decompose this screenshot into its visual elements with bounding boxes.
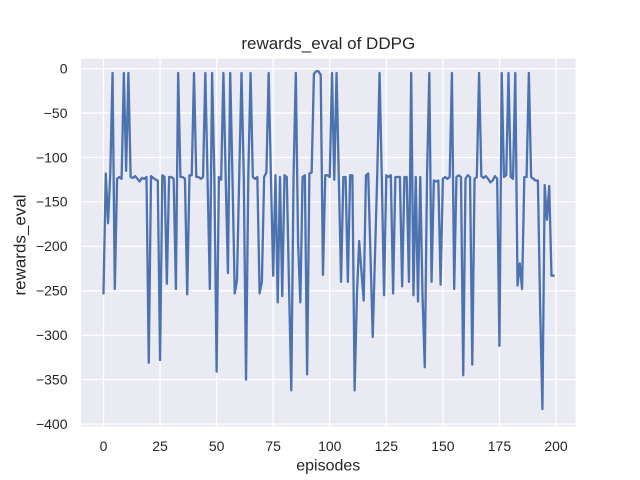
svg-text:rewards_eval of DDPG: rewards_eval of DDPG xyxy=(241,34,415,53)
svg-text:25: 25 xyxy=(152,438,168,454)
svg-text:−350: −350 xyxy=(36,371,68,387)
svg-text:200: 200 xyxy=(544,438,568,454)
svg-text:rewards_eval: rewards_eval xyxy=(11,194,30,295)
svg-text:50: 50 xyxy=(209,438,225,454)
svg-text:125: 125 xyxy=(375,438,399,454)
svg-text:0: 0 xyxy=(100,438,108,454)
svg-text:75: 75 xyxy=(265,438,281,454)
svg-text:episodes: episodes xyxy=(296,458,360,475)
svg-text:−400: −400 xyxy=(36,416,68,432)
svg-text:−200: −200 xyxy=(36,238,68,254)
svg-text:100: 100 xyxy=(318,438,342,454)
svg-text:−150: −150 xyxy=(36,194,68,210)
svg-text:0: 0 xyxy=(60,60,68,76)
svg-text:−300: −300 xyxy=(36,327,68,343)
svg-text:−50: −50 xyxy=(44,105,68,121)
svg-text:−250: −250 xyxy=(36,283,68,299)
svg-text:175: 175 xyxy=(488,438,512,454)
svg-text:−100: −100 xyxy=(36,149,68,165)
svg-text:150: 150 xyxy=(431,438,455,454)
